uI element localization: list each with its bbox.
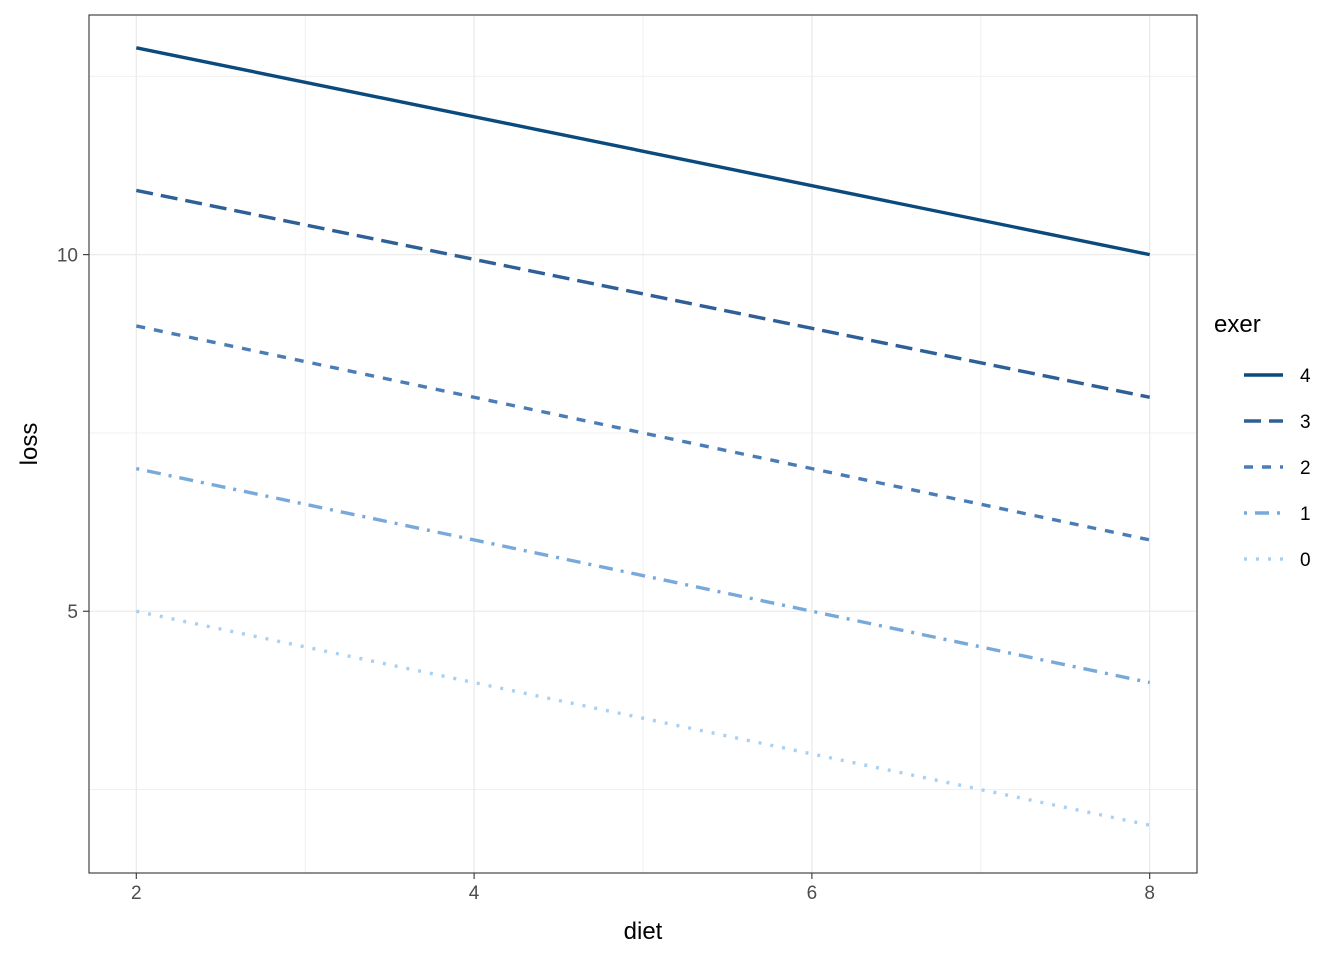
x-tick-label: 2 bbox=[131, 883, 142, 904]
axes: 2 4 6 8 5 10 bbox=[57, 246, 1155, 904]
panel-border bbox=[88, 14, 1198, 874]
x-tick-label: 6 bbox=[807, 883, 818, 904]
legend-label-3: 3 bbox=[1300, 412, 1311, 433]
legend: exer 4 3 2 1 0 bbox=[1214, 311, 1311, 571]
x-tick-label: 4 bbox=[469, 883, 480, 904]
series-line-0 bbox=[135, 609, 1151, 827]
series-lines bbox=[135, 46, 1151, 827]
y-axis-title: loss bbox=[16, 423, 43, 466]
legend-label-2: 2 bbox=[1300, 458, 1311, 479]
y-tick-label: 10 bbox=[57, 246, 78, 267]
series-line-1 bbox=[135, 466, 1151, 685]
x-axis-title: diet bbox=[624, 918, 663, 945]
x-tick-label: 8 bbox=[1144, 883, 1155, 904]
y-tick-label: 5 bbox=[67, 602, 78, 623]
legend-label-0: 0 bbox=[1300, 550, 1311, 571]
legend-label-4: 4 bbox=[1300, 366, 1311, 387]
series-line-4 bbox=[135, 46, 1151, 257]
series-line-3 bbox=[135, 188, 1151, 399]
legend-title: exer bbox=[1214, 311, 1261, 338]
legend-label-1: 1 bbox=[1300, 504, 1311, 525]
